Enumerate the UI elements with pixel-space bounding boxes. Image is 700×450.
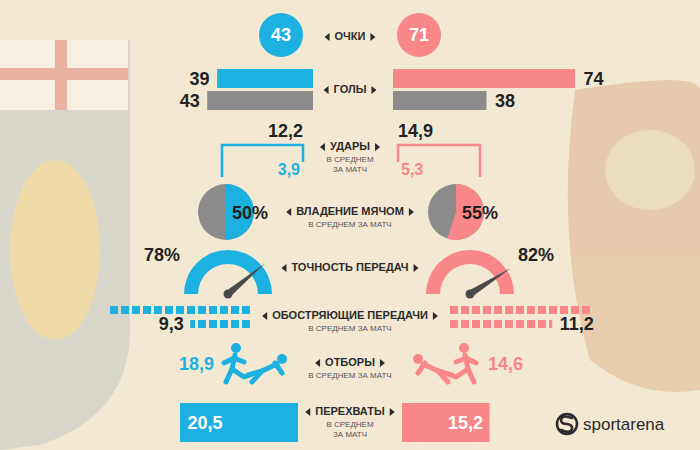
svg-text:15,2: 15,2 [448, 413, 483, 433]
svg-text:14,9: 14,9 [398, 121, 433, 141]
svg-text:3,9: 3,9 [278, 161, 300, 178]
svg-text:sportarena: sportarena [583, 415, 665, 434]
svg-text:74: 74 [584, 69, 604, 89]
svg-text:В СРЕДНЕМ ЗА МАТЧ: В СРЕДНЕМ ЗА МАТЧ [308, 324, 391, 333]
svg-text:43: 43 [180, 91, 200, 111]
svg-text:ОЧКИ: ОЧКИ [335, 30, 366, 42]
svg-text:78%: 78% [144, 245, 180, 265]
svg-text:ТОЧНОСТЬ ПЕРЕДАЧ: ТОЧНОСТЬ ПЕРЕДАЧ [291, 261, 408, 273]
svg-text:39: 39 [190, 69, 210, 89]
svg-text:В СРЕДНЕМ: В СРЕДНЕМ [326, 155, 374, 164]
svg-text:9,3: 9,3 [159, 314, 184, 334]
svg-text:ОБОСТРЯЮЩИЕ ПЕРЕДАЧИ: ОБОСТРЯЮЩИЕ ПЕРЕДАЧИ [272, 309, 428, 321]
svg-text:ЗА МАТЧ: ЗА МАТЧ [333, 430, 367, 439]
svg-text:ОТБОРЫ: ОТБОРЫ [325, 356, 375, 368]
svg-text:ПЕРЕХВАТЫ: ПЕРЕХВАТЫ [315, 405, 385, 417]
svg-text:ГОЛЫ: ГОЛЫ [334, 83, 367, 95]
svg-text:12,2: 12,2 [268, 121, 303, 141]
svg-text:20,5: 20,5 [188, 413, 223, 433]
svg-text:50%: 50% [232, 203, 268, 223]
svg-text:55%: 55% [462, 203, 498, 223]
svg-text:ЗА МАТЧ: ЗА МАТЧ [333, 165, 367, 174]
svg-text:43: 43 [271, 25, 291, 45]
svg-text:5,3: 5,3 [401, 161, 423, 178]
svg-text:38: 38 [495, 91, 515, 111]
svg-text:18,9: 18,9 [179, 354, 214, 374]
svg-text:14,6: 14,6 [488, 354, 523, 374]
svg-text:УДАРЫ: УДАРЫ [330, 140, 370, 152]
svg-text:В СРЕДНЕМ ЗА МАТЧ: В СРЕДНЕМ ЗА МАТЧ [308, 371, 391, 380]
svg-text:82%: 82% [518, 245, 554, 265]
svg-text:В СРЕДНЕМ: В СРЕДНЕМ [326, 420, 374, 429]
svg-text:ВЛАДЕНИЕ МЯЧОМ: ВЛАДЕНИЕ МЯЧОМ [296, 205, 404, 217]
svg-text:11,2: 11,2 [560, 314, 594, 334]
svg-text:71: 71 [409, 25, 429, 45]
svg-text:В СРЕДНЕМ ЗА МАТЧ: В СРЕДНЕМ ЗА МАТЧ [308, 220, 391, 229]
